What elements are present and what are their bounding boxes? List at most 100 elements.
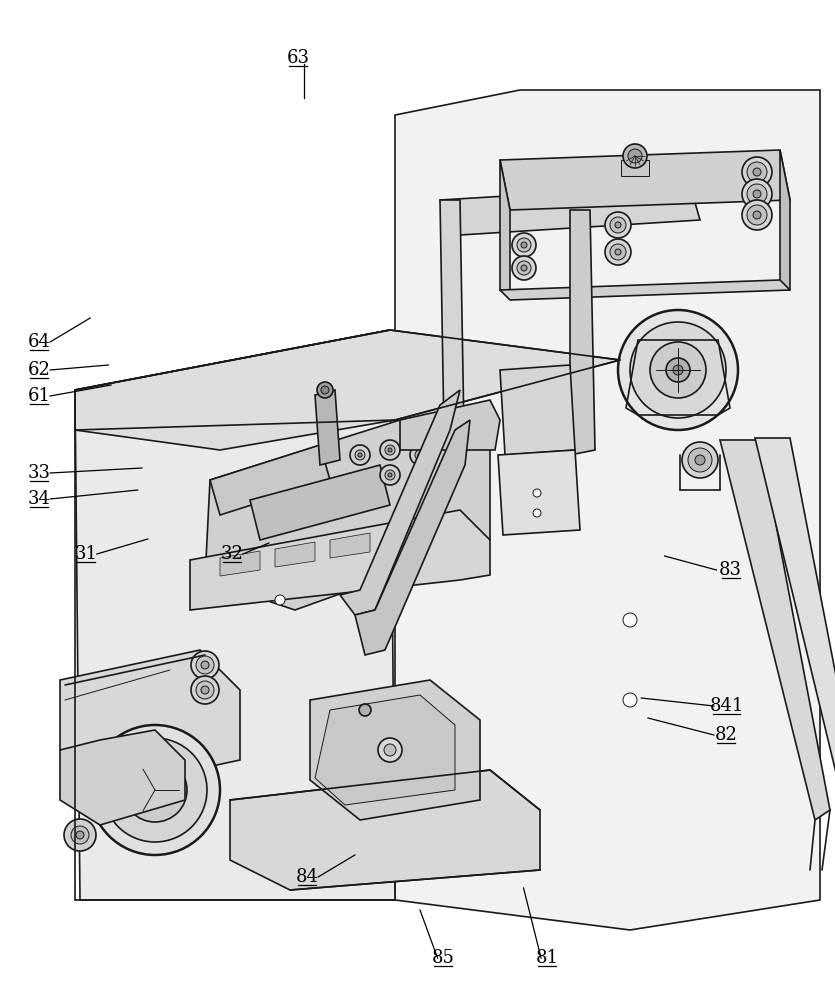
Text: 61: 61	[28, 387, 51, 405]
Text: 82: 82	[715, 726, 738, 744]
Circle shape	[196, 681, 214, 699]
Circle shape	[630, 322, 726, 418]
Circle shape	[695, 455, 705, 465]
Text: 64: 64	[28, 333, 51, 351]
Circle shape	[378, 738, 402, 762]
Polygon shape	[500, 280, 790, 300]
Text: 83: 83	[719, 561, 742, 579]
Circle shape	[149, 784, 161, 796]
Polygon shape	[500, 365, 575, 455]
Circle shape	[388, 448, 392, 452]
Circle shape	[623, 613, 637, 627]
Text: 841: 841	[709, 697, 744, 715]
Circle shape	[384, 744, 396, 756]
Text: 84: 84	[296, 868, 319, 886]
Circle shape	[196, 656, 214, 674]
Circle shape	[512, 233, 536, 257]
Circle shape	[753, 190, 761, 198]
Circle shape	[191, 676, 219, 704]
Circle shape	[418, 453, 422, 457]
Polygon shape	[500, 150, 790, 210]
Circle shape	[753, 168, 761, 176]
Circle shape	[517, 261, 531, 275]
Polygon shape	[315, 695, 455, 805]
Circle shape	[623, 693, 637, 707]
Polygon shape	[340, 390, 460, 615]
Circle shape	[682, 442, 718, 478]
Circle shape	[385, 470, 395, 480]
Circle shape	[317, 382, 333, 398]
Circle shape	[388, 473, 392, 477]
Circle shape	[533, 509, 541, 517]
Circle shape	[123, 758, 187, 822]
Circle shape	[201, 661, 209, 669]
Circle shape	[64, 819, 96, 851]
Circle shape	[628, 149, 642, 163]
Text: 81: 81	[535, 949, 559, 967]
Polygon shape	[395, 90, 820, 930]
Text: 85: 85	[432, 949, 455, 967]
Circle shape	[618, 310, 738, 430]
Polygon shape	[330, 490, 465, 590]
Circle shape	[103, 738, 207, 842]
Circle shape	[747, 162, 767, 182]
Text: 32: 32	[220, 545, 244, 563]
Circle shape	[321, 386, 329, 394]
Polygon shape	[190, 510, 490, 610]
Polygon shape	[570, 210, 595, 455]
Circle shape	[140, 775, 170, 805]
Polygon shape	[275, 542, 315, 567]
Circle shape	[90, 725, 220, 855]
Circle shape	[610, 244, 626, 260]
Circle shape	[521, 242, 527, 248]
Circle shape	[76, 831, 84, 839]
Circle shape	[355, 450, 365, 460]
Circle shape	[666, 358, 690, 382]
Circle shape	[688, 448, 712, 472]
Circle shape	[623, 144, 647, 168]
Polygon shape	[440, 185, 700, 235]
Polygon shape	[621, 160, 649, 176]
Circle shape	[747, 184, 767, 204]
Circle shape	[753, 211, 761, 219]
Circle shape	[521, 265, 527, 271]
Polygon shape	[755, 438, 835, 810]
Circle shape	[415, 450, 425, 460]
Polygon shape	[385, 524, 425, 549]
Text: 33: 33	[28, 464, 51, 482]
Circle shape	[742, 157, 772, 187]
Circle shape	[275, 595, 285, 605]
Circle shape	[380, 440, 400, 460]
Polygon shape	[500, 160, 510, 290]
Polygon shape	[720, 440, 830, 820]
Circle shape	[512, 256, 536, 280]
Circle shape	[359, 704, 371, 716]
Polygon shape	[75, 330, 620, 450]
Text: 34: 34	[28, 490, 51, 508]
Text: 62: 62	[28, 361, 51, 379]
Polygon shape	[315, 390, 340, 465]
Polygon shape	[230, 770, 540, 890]
Polygon shape	[210, 445, 330, 515]
Circle shape	[191, 651, 219, 679]
Polygon shape	[205, 420, 490, 610]
Circle shape	[605, 212, 631, 238]
Polygon shape	[60, 650, 240, 790]
Polygon shape	[310, 680, 480, 820]
Circle shape	[610, 217, 626, 233]
Circle shape	[517, 238, 531, 252]
Circle shape	[358, 453, 362, 457]
Circle shape	[673, 365, 683, 375]
Circle shape	[350, 445, 370, 465]
Circle shape	[747, 205, 767, 225]
Circle shape	[615, 249, 621, 255]
Text: 63: 63	[286, 49, 310, 67]
Polygon shape	[440, 200, 465, 490]
Circle shape	[650, 342, 706, 398]
Polygon shape	[60, 730, 185, 825]
Circle shape	[410, 445, 430, 465]
Circle shape	[380, 465, 400, 485]
Polygon shape	[220, 551, 260, 576]
Polygon shape	[498, 450, 580, 535]
Text: 31: 31	[74, 545, 98, 563]
